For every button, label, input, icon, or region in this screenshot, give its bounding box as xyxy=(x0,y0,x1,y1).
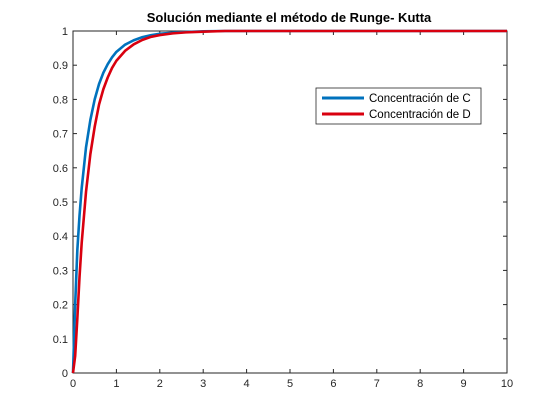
x-tick-label: 10 xyxy=(501,378,513,390)
y-tick-label: 0.6 xyxy=(53,163,68,175)
x-tick-label: 8 xyxy=(417,378,423,390)
x-tick-label: 7 xyxy=(374,378,380,390)
x-tick-label: 9 xyxy=(461,378,467,390)
y-tick-label: 0.3 xyxy=(53,265,68,277)
y-tick-label: 0.5 xyxy=(53,197,68,209)
x-tick-label: 5 xyxy=(287,378,293,390)
x-tick-label: 0 xyxy=(70,378,76,390)
x-tick-label: 2 xyxy=(157,378,163,390)
x-tick-label: 1 xyxy=(113,378,119,390)
legend: Concentración de C Concentración de D xyxy=(315,87,482,125)
legend-label-concentracion-c: Concentración de C xyxy=(369,93,471,105)
chart-title: Solución mediante el método de Runge- Ku… xyxy=(147,10,432,25)
y-tick-label: 0 xyxy=(62,368,68,380)
series-line-concentracion-d xyxy=(71,29,507,374)
y-tick-label: 0.1 xyxy=(53,334,68,346)
legend-box xyxy=(315,87,482,125)
plot-area xyxy=(72,30,508,374)
x-tick-label: 6 xyxy=(330,378,336,390)
x-tick-label: 3 xyxy=(200,378,206,390)
y-tick-label: 0.7 xyxy=(53,129,68,141)
y-tick-label: 0.9 xyxy=(53,60,68,72)
y-tick-label: 0.8 xyxy=(53,94,68,106)
y-tick-label: 0.2 xyxy=(53,300,68,312)
legend-label-concentracion-d: Concentración de D xyxy=(369,109,471,121)
y-tick-label: 0.4 xyxy=(53,231,68,243)
series-lines xyxy=(71,29,507,374)
x-tick-label: 4 xyxy=(244,378,250,390)
y-tick-label: 1 xyxy=(62,26,68,38)
